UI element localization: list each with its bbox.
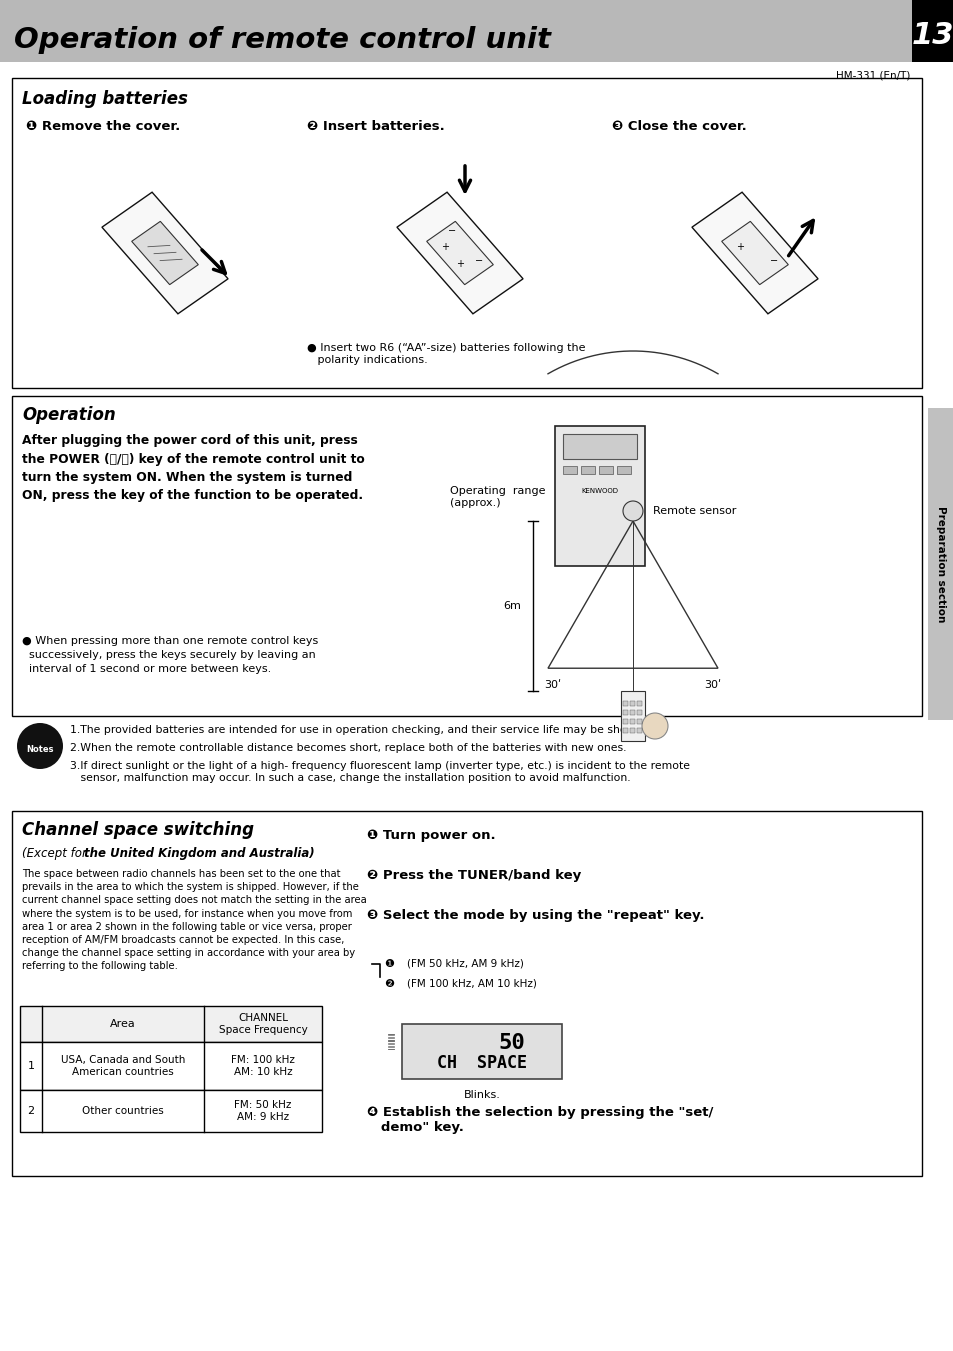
Bar bbox=[12, 396, 921, 716]
Text: KENWOOD: KENWOOD bbox=[581, 488, 618, 494]
Bar bbox=[622, 711, 627, 715]
Text: +: + bbox=[440, 242, 449, 251]
Text: 3.If direct sunlight or the light of a high- frequency fluorescent lamp (inverte: 3.If direct sunlight or the light of a h… bbox=[70, 761, 689, 782]
Bar bbox=[598, 466, 613, 474]
Circle shape bbox=[622, 501, 642, 521]
Bar bbox=[617, 466, 630, 474]
Text: the United Kingdom and Australia): the United Kingdom and Australia) bbox=[84, 847, 314, 861]
Text: ❶ Remove the cover.: ❶ Remove the cover. bbox=[26, 120, 180, 132]
Bar bbox=[562, 466, 577, 474]
Text: Operating  range
(approx.): Operating range (approx.) bbox=[450, 486, 545, 508]
Polygon shape bbox=[132, 222, 198, 285]
Text: Area: Area bbox=[110, 1019, 135, 1029]
Polygon shape bbox=[102, 192, 228, 313]
Text: FM: 100 kHz
AM: 10 kHz: FM: 100 kHz AM: 10 kHz bbox=[231, 1055, 294, 1077]
Text: ● When pressing more than one remote control keys
  successively, press the keys: ● When pressing more than one remote con… bbox=[22, 636, 318, 674]
Text: Notes: Notes bbox=[27, 746, 53, 754]
Text: FM: 50 kHz
AM: 9 kHz: FM: 50 kHz AM: 9 kHz bbox=[234, 1100, 292, 1121]
Text: 50: 50 bbox=[498, 1034, 525, 1052]
Text: ❶ Turn power on.: ❶ Turn power on. bbox=[367, 830, 496, 842]
Text: The space between radio channels has been set to the one that
prevails in the ar: The space between radio channels has bee… bbox=[22, 869, 366, 971]
Text: 1: 1 bbox=[28, 1061, 34, 1071]
Bar bbox=[637, 701, 641, 707]
Text: 30ʹ: 30ʹ bbox=[703, 680, 720, 690]
Text: 30ʹ: 30ʹ bbox=[544, 680, 561, 690]
Bar bbox=[12, 78, 921, 388]
Text: CH  SPACE: CH SPACE bbox=[436, 1054, 526, 1071]
Bar bbox=[580, 466, 595, 474]
Bar bbox=[401, 1024, 561, 1078]
Bar bbox=[629, 701, 635, 707]
Text: ❹ Establish the selection by pressing the "set/
   demo" key.: ❹ Establish the selection by pressing th… bbox=[367, 1106, 713, 1133]
Text: −: − bbox=[447, 226, 456, 235]
Text: (Except for: (Except for bbox=[22, 847, 91, 861]
Bar bbox=[20, 1006, 322, 1042]
Bar bbox=[629, 711, 635, 715]
Bar bbox=[555, 426, 644, 566]
Text: (FM 100 kHz, AM 10 kHz): (FM 100 kHz, AM 10 kHz) bbox=[407, 979, 537, 989]
Bar bbox=[637, 719, 641, 724]
Text: 1.The provided batteries are intended for use in operation checking, and their s: 1.The provided batteries are intended fo… bbox=[70, 725, 639, 735]
Polygon shape bbox=[691, 192, 817, 313]
Bar bbox=[629, 728, 635, 734]
Text: ❷ Press the TUNER/band key: ❷ Press the TUNER/band key bbox=[367, 869, 580, 882]
Text: Blinks.: Blinks. bbox=[463, 1090, 500, 1101]
Bar bbox=[622, 719, 627, 724]
Text: USA, Canada and South
American countries: USA, Canada and South American countries bbox=[61, 1055, 185, 1077]
Bar bbox=[637, 728, 641, 734]
Bar bbox=[0, 0, 953, 62]
Text: ❷: ❷ bbox=[384, 979, 394, 989]
Text: 13: 13 bbox=[911, 20, 953, 50]
Bar bbox=[562, 434, 637, 459]
Bar bbox=[622, 701, 627, 707]
Text: Operation: Operation bbox=[22, 407, 115, 424]
Polygon shape bbox=[396, 192, 522, 313]
Text: (FM 50 kHz, AM 9 kHz): (FM 50 kHz, AM 9 kHz) bbox=[407, 959, 523, 969]
Bar bbox=[12, 811, 921, 1175]
Text: +: + bbox=[736, 242, 743, 251]
Text: ❶: ❶ bbox=[384, 959, 394, 969]
Text: −: − bbox=[769, 255, 777, 266]
Text: Operation of remote control unit: Operation of remote control unit bbox=[14, 26, 550, 54]
Text: HM-331 (En/T): HM-331 (En/T) bbox=[835, 70, 909, 80]
Circle shape bbox=[17, 723, 63, 769]
Bar bbox=[911, 0, 953, 62]
Bar bbox=[620, 690, 644, 740]
Bar bbox=[927, 408, 953, 720]
Text: After plugging the power cord of this unit, press
the POWER (⏻/⏻) key of the rem: After plugging the power cord of this un… bbox=[22, 434, 364, 503]
Text: Channel space switching: Channel space switching bbox=[22, 821, 253, 839]
Bar bbox=[20, 1090, 322, 1132]
Text: 6m: 6m bbox=[502, 601, 520, 611]
Text: Other countries: Other countries bbox=[82, 1106, 164, 1116]
Circle shape bbox=[641, 713, 667, 739]
Text: Remote sensor: Remote sensor bbox=[652, 507, 736, 516]
Bar bbox=[622, 728, 627, 734]
Text: Preparation section: Preparation section bbox=[935, 505, 945, 623]
Polygon shape bbox=[720, 222, 787, 285]
Polygon shape bbox=[426, 222, 493, 285]
Text: +: + bbox=[456, 259, 464, 269]
Text: ● Insert two R6 (“AA”-size) batteries following the
   polarity indications.: ● Insert two R6 (“AA”-size) batteries fo… bbox=[307, 343, 585, 365]
Text: ❷ Insert batteries.: ❷ Insert batteries. bbox=[307, 120, 444, 132]
Text: −: − bbox=[474, 255, 482, 266]
Text: 2.When the remote controllable distance becomes short, replace both of the batte: 2.When the remote controllable distance … bbox=[70, 743, 626, 753]
Text: ❸ Select the mode by using the "repeat" key.: ❸ Select the mode by using the "repeat" … bbox=[367, 909, 703, 921]
Text: CHANNEL
Space Frequency: CHANNEL Space Frequency bbox=[218, 1013, 307, 1035]
Text: ❸ Close the cover.: ❸ Close the cover. bbox=[612, 120, 746, 132]
Text: Loading batteries: Loading batteries bbox=[22, 91, 188, 108]
Bar bbox=[637, 711, 641, 715]
Text: 2: 2 bbox=[28, 1106, 34, 1116]
Bar bbox=[629, 719, 635, 724]
Bar bbox=[20, 1042, 322, 1090]
